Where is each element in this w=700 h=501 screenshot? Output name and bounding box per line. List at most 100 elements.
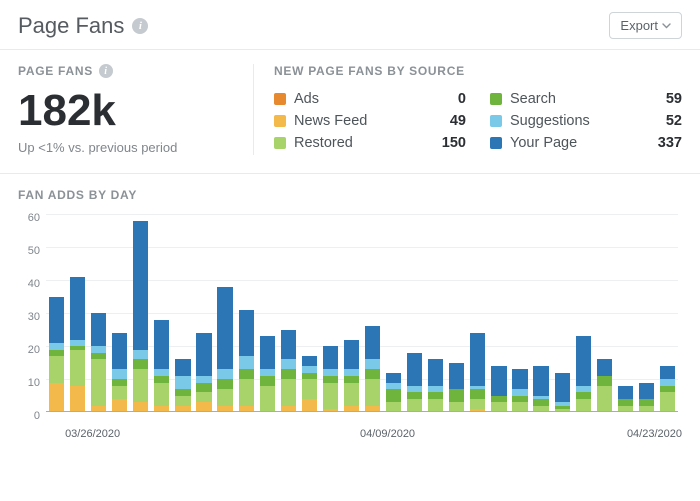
chart-bar-segment <box>217 379 232 389</box>
chart-bar-segment <box>112 386 127 399</box>
chart-bar-segment <box>239 356 254 369</box>
chart-bar-segment <box>428 386 443 393</box>
chart-bars <box>46 214 678 412</box>
chart-bar-segment <box>196 333 211 376</box>
chart-bar <box>660 366 675 412</box>
chart-bar-segment <box>260 336 275 369</box>
chart-bar-segment <box>239 379 254 405</box>
chart-bar-segment <box>470 333 485 386</box>
chart-bar-segment <box>133 369 148 402</box>
chart-bar-segment <box>133 359 148 369</box>
chart-bar-segment <box>260 376 275 386</box>
chart-bar-segment <box>597 376 612 386</box>
chart-bar-segment <box>70 340 85 347</box>
legend-label: Restored <box>294 135 353 151</box>
legend-item: Search59 <box>490 88 682 110</box>
chart-bar-segment <box>49 297 64 343</box>
chart-bar-segment <box>154 369 169 376</box>
chart-bar-segment <box>386 373 401 383</box>
info-icon[interactable]: i <box>132 18 148 34</box>
chart-bar-segment <box>49 383 64 413</box>
chart-bar-segment <box>281 359 296 369</box>
chart-bar <box>386 373 401 413</box>
summary-label-row: PAGE FANS i <box>18 64 243 78</box>
chart-bar <box>491 366 506 412</box>
legend-value: 59 <box>666 91 682 107</box>
chart-bar <box>70 277 85 412</box>
chart-title: FAN ADDS BY DAY <box>18 174 682 210</box>
chart-bar-segment <box>196 383 211 393</box>
legend-value: 337 <box>658 135 682 151</box>
chart-bar-segment <box>533 399 548 406</box>
chart-bar <box>555 373 570 413</box>
chart-bar-segment <box>407 392 422 399</box>
chart-bar-segment <box>660 386 675 393</box>
chart-bar-segment <box>365 369 380 379</box>
legend-value: 49 <box>450 113 466 129</box>
chart-bar-segment <box>344 383 359 406</box>
legend-swatch <box>274 137 286 149</box>
chart-bar-segment <box>512 396 527 403</box>
legend-label: News Feed <box>294 113 367 129</box>
sources-block: NEW PAGE FANS BY SOURCE Ads 0 News Feed 49 R… <box>253 64 682 155</box>
chart-y-tick-label: 30 <box>18 311 40 323</box>
chart-bar-segment <box>70 350 85 386</box>
legend-value: 0 <box>458 91 466 107</box>
chart-bar-segment <box>470 399 485 409</box>
chart-bar <box>175 359 190 412</box>
chart-bar <box>154 320 169 412</box>
chart-bar <box>533 366 548 412</box>
legend-swatch <box>490 115 502 127</box>
chart-bar-segment <box>154 383 169 406</box>
legend-swatch <box>490 93 502 105</box>
summary-label: PAGE FANS <box>18 64 93 78</box>
legend-item: Suggestions52 <box>490 110 682 132</box>
summary-delta: Up <1% vs. previous period <box>18 140 243 155</box>
chart-bar-segment <box>133 350 148 360</box>
chart-bar-segment <box>260 369 275 376</box>
chart-bar <box>112 333 127 412</box>
legend-value: 150 <box>442 135 466 151</box>
header-left: Page Fans i <box>18 13 148 39</box>
chart-bar <box>49 297 64 412</box>
info-icon[interactable]: i <box>99 64 113 78</box>
legend-swatch <box>274 115 286 127</box>
legend-value: 52 <box>666 113 682 129</box>
sources-title: NEW PAGE FANS BY SOURCE <box>274 64 682 78</box>
chart-bar-segment <box>112 369 127 379</box>
chart-bar-segment <box>660 366 675 379</box>
export-button-label: Export <box>620 18 658 33</box>
chart-bar-segment <box>217 389 232 406</box>
chart-bar-segment <box>302 356 317 366</box>
chart-x-tick-label: 03/26/2020 <box>65 428 120 440</box>
chart-bar-segment <box>175 396 190 406</box>
chart-bar-segment <box>281 369 296 379</box>
chart-bar-segment <box>239 369 254 379</box>
chart-bar-segment <box>323 346 338 369</box>
chart-y-tick-label: 60 <box>18 212 40 224</box>
chart-bar-segment <box>344 340 359 370</box>
export-button[interactable]: Export <box>609 12 682 39</box>
panel-title: Page Fans <box>18 13 124 39</box>
chart-bar-segment <box>597 386 612 412</box>
chart-bar-segment <box>344 376 359 383</box>
legend-label: Ads <box>294 91 319 107</box>
chart-bar-segment <box>639 399 654 406</box>
chart-bar-segment <box>302 366 317 373</box>
chart-bar-segment <box>386 383 401 390</box>
legend-column: Search59Suggestions52Your Page337 <box>490 88 682 154</box>
summary-value: 182k <box>18 88 243 134</box>
chart-bar-segment <box>660 392 675 412</box>
chart-bar-segment <box>133 221 148 350</box>
chart-bar-segment <box>112 333 127 369</box>
chart-bar <box>91 313 106 412</box>
chart-bar-segment <box>112 379 127 386</box>
chart-bar-segment <box>555 373 570 403</box>
chart-bar <box>281 330 296 412</box>
chart-y-tick-label: 10 <box>18 377 40 389</box>
chart-bar-segment <box>660 379 675 386</box>
fan-adds-chart: 0102030405060 03/26/202004/09/202004/23/… <box>18 210 682 440</box>
chart-bar-segment <box>49 350 64 357</box>
chart-x-tick-label: 04/09/2020 <box>360 428 415 440</box>
chevron-down-icon <box>662 23 671 29</box>
